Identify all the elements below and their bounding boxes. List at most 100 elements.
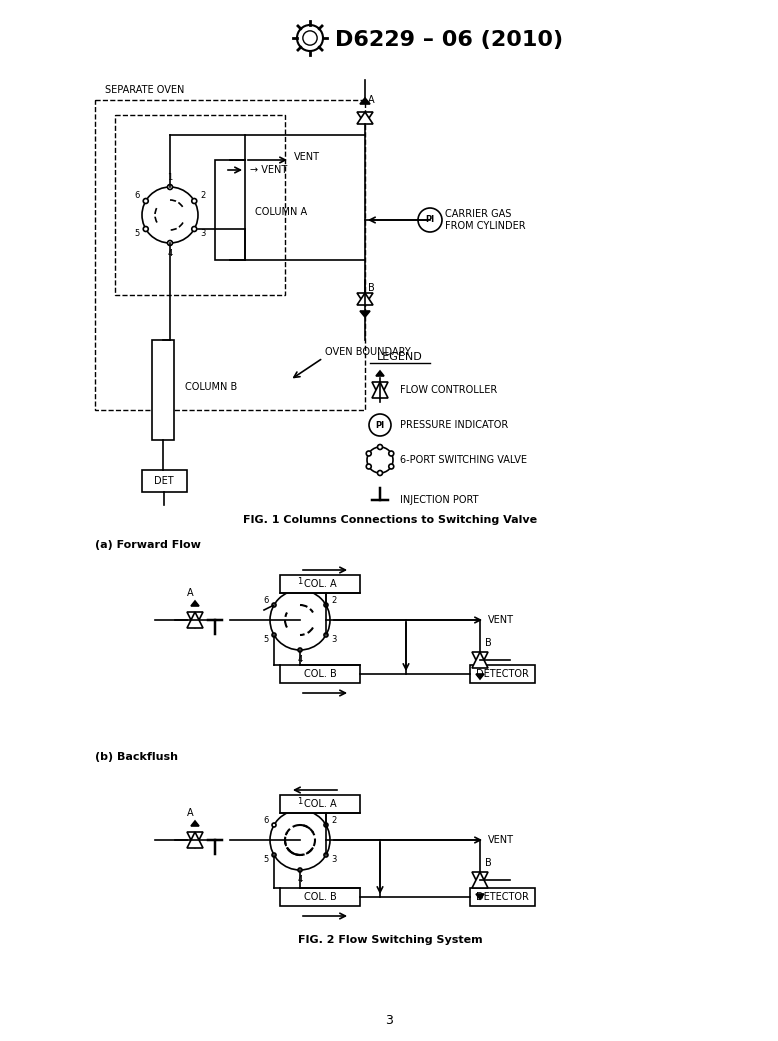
Text: 1: 1 [167, 173, 173, 181]
Circle shape [298, 648, 302, 652]
Text: 4: 4 [297, 655, 303, 663]
Polygon shape [376, 371, 384, 376]
Text: A: A [368, 95, 375, 105]
Text: PI: PI [376, 421, 384, 430]
Polygon shape [472, 872, 488, 888]
Text: COL. B: COL. B [303, 669, 336, 679]
Circle shape [377, 445, 383, 450]
Bar [142, 469, 187, 492]
Text: FIG. 2 Flow Switching System: FIG. 2 Flow Switching System [298, 935, 482, 945]
Polygon shape [372, 382, 388, 398]
Circle shape [143, 199, 149, 203]
Text: D6229 – 06 (2010): D6229 – 06 (2010) [335, 30, 563, 50]
Text: 2: 2 [331, 816, 336, 826]
Bar [280, 795, 360, 813]
Text: COL. A: COL. A [303, 799, 336, 809]
Text: VENT: VENT [488, 835, 514, 845]
Polygon shape [360, 311, 370, 318]
Text: VENT: VENT [488, 615, 514, 625]
Text: DET: DET [154, 476, 173, 486]
Circle shape [366, 451, 371, 456]
Circle shape [377, 471, 383, 476]
Polygon shape [357, 293, 373, 305]
Text: SEPARATE OVEN: SEPARATE OVEN [105, 85, 184, 95]
Circle shape [191, 227, 197, 231]
Text: FLOW CONTROLLER: FLOW CONTROLLER [400, 385, 497, 395]
Text: DETECTOR: DETECTOR [475, 892, 528, 902]
Circle shape [298, 588, 302, 592]
Polygon shape [187, 612, 203, 628]
Text: COL. A: COL. A [303, 579, 336, 589]
Text: 3: 3 [331, 855, 336, 864]
Circle shape [167, 184, 173, 189]
Text: COLUMN B: COLUMN B [185, 382, 237, 392]
Text: 5: 5 [264, 855, 269, 864]
Text: 6: 6 [264, 596, 269, 605]
Circle shape [324, 603, 328, 607]
Text: PRESSURE INDICATOR: PRESSURE INDICATOR [400, 420, 508, 430]
Bar [95, 100, 365, 410]
Text: 6: 6 [264, 816, 269, 826]
Bar [470, 665, 535, 683]
Polygon shape [472, 652, 488, 668]
Text: (a) Forward Flow: (a) Forward Flow [95, 540, 201, 550]
Text: B: B [368, 283, 375, 293]
Polygon shape [191, 821, 199, 826]
Text: CARRIER GAS
FROM CYLINDER: CARRIER GAS FROM CYLINDER [445, 209, 526, 231]
Text: A: A [187, 808, 193, 818]
Text: 2: 2 [331, 596, 336, 605]
Polygon shape [372, 382, 388, 398]
Text: OVEN BOUNDARY: OVEN BOUNDARY [325, 347, 411, 357]
Circle shape [297, 25, 323, 51]
Circle shape [167, 240, 173, 246]
Text: 1: 1 [297, 577, 303, 585]
Circle shape [324, 853, 328, 857]
Text: VENT: VENT [294, 152, 320, 162]
Text: DETECTOR: DETECTOR [475, 669, 528, 679]
Text: B: B [485, 638, 492, 648]
Text: FIG. 1 Columns Connections to Switching Valve: FIG. 1 Columns Connections to Switching … [243, 515, 537, 525]
Text: A: A [187, 588, 193, 598]
Polygon shape [360, 98, 370, 104]
Text: 1: 1 [297, 796, 303, 806]
Circle shape [298, 808, 302, 812]
Text: 2: 2 [200, 192, 205, 201]
Polygon shape [476, 674, 484, 679]
Bar [280, 665, 360, 683]
Text: PI: PI [426, 215, 435, 225]
Text: 6: 6 [135, 192, 140, 201]
Circle shape [272, 823, 276, 827]
Circle shape [389, 451, 394, 456]
Polygon shape [472, 872, 488, 888]
Polygon shape [191, 601, 199, 606]
Text: 3: 3 [200, 229, 205, 238]
Polygon shape [187, 832, 203, 848]
Text: B: B [485, 858, 492, 868]
Circle shape [272, 633, 276, 637]
Circle shape [324, 633, 328, 637]
Text: 3: 3 [385, 1014, 393, 1026]
Text: COL. B: COL. B [303, 892, 336, 902]
Polygon shape [357, 112, 373, 124]
Bar [152, 340, 174, 440]
Text: 5: 5 [135, 229, 140, 238]
Circle shape [324, 823, 328, 827]
Polygon shape [357, 293, 373, 305]
Circle shape [191, 199, 197, 203]
Circle shape [143, 227, 149, 231]
Circle shape [366, 464, 371, 469]
Bar [470, 888, 535, 906]
Polygon shape [187, 832, 203, 848]
Text: 4: 4 [297, 874, 303, 884]
Polygon shape [476, 894, 484, 899]
Circle shape [272, 603, 276, 607]
Text: 4: 4 [167, 249, 173, 257]
Bar [115, 115, 285, 295]
Text: (b) Backflush: (b) Backflush [95, 752, 178, 762]
Bar [215, 160, 245, 260]
Polygon shape [357, 112, 373, 124]
Text: 6-PORT SWITCHING VALVE: 6-PORT SWITCHING VALVE [400, 455, 527, 465]
Circle shape [272, 853, 276, 857]
Polygon shape [472, 652, 488, 668]
Polygon shape [187, 612, 203, 628]
